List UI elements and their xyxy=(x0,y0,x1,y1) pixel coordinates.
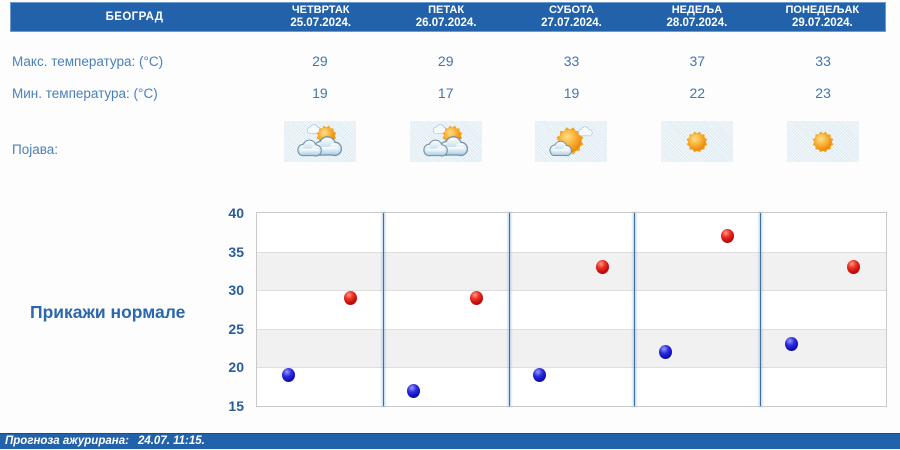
max-temp-label: Макс. температура: (°C) xyxy=(12,54,164,69)
day-name: ПЕТАК xyxy=(428,4,465,16)
max-temp-value: 29 xyxy=(312,53,328,69)
phenomena-label: Појава: xyxy=(12,142,58,157)
max-temp-value: 29 xyxy=(437,53,454,69)
icon-cell xyxy=(257,121,383,162)
max-temp-dot xyxy=(344,290,357,305)
min-temp-value: 17 xyxy=(437,85,454,101)
max-temp-values: 29 29 33 37 33 xyxy=(257,53,886,69)
day-divider xyxy=(508,213,510,406)
day-date: 29.07.2024. xyxy=(791,17,853,29)
max-temp-dot xyxy=(847,260,861,275)
day-divider xyxy=(382,213,384,406)
y-axis-tick: 35 xyxy=(228,243,244,260)
mostly-sunny-icon xyxy=(535,121,608,162)
max-temp-dot xyxy=(721,229,735,244)
day-header-saturday: СУБОТА 27.07.2024. xyxy=(509,3,634,31)
chart-plot xyxy=(256,212,887,407)
y-axis-tick: 40 xyxy=(228,205,244,221)
max-temp-dot xyxy=(595,260,609,275)
min-temp-value: 19 xyxy=(563,85,580,101)
icon-cell xyxy=(760,121,886,162)
min-temp-dot xyxy=(658,344,672,359)
y-axis-tick: 20 xyxy=(228,359,244,375)
sunny-icon xyxy=(787,121,860,162)
min-temp-dot xyxy=(533,368,547,383)
gridline xyxy=(257,328,886,330)
partly-cloudy-icon xyxy=(409,121,482,162)
day-date: 28.07.2024. xyxy=(666,17,728,29)
day-date: 26.07.2024. xyxy=(415,17,477,29)
day-name: ПОНЕДЕЉАК xyxy=(785,4,860,16)
icon-cell xyxy=(383,121,509,162)
day-name: НЕДЕЉА xyxy=(671,4,723,16)
day-header-monday: ПОНЕДЕЉАК 29.07.2024. xyxy=(760,3,885,31)
grid-band xyxy=(257,251,886,291)
day-name: СУБОТА xyxy=(548,4,595,16)
forecast-header: БЕОГРАД ЧЕТВРТАК 25.07.2024. ПЕТАК 26.07… xyxy=(10,2,886,32)
gridline xyxy=(257,290,886,292)
max-temp-value: 33 xyxy=(563,53,580,69)
phenomena-icons-row xyxy=(257,121,886,162)
forecast-updated-time: 24.07. 11:15. xyxy=(137,435,205,447)
day-header-thursday: ЧЕТВРТАК 25.07.2024. xyxy=(258,3,383,31)
grid-band xyxy=(257,367,886,406)
y-axis-tick: 25 xyxy=(228,320,244,337)
y-axis-tick: 30 xyxy=(228,282,244,298)
max-temp-value: 33 xyxy=(815,53,831,69)
min-temp-value: 23 xyxy=(815,85,831,101)
footer-bar: Прогноза ажурирана: 24.07. 11:15. xyxy=(0,433,900,449)
min-temp-dot xyxy=(407,383,421,398)
max-temp-dot xyxy=(469,290,483,305)
day-divider xyxy=(760,213,762,406)
min-temp-values: 19 17 19 22 23 xyxy=(257,85,886,101)
min-temp-value: 22 xyxy=(689,85,706,101)
icon-cell xyxy=(634,121,760,162)
city-label: БЕОГРАД xyxy=(105,11,164,23)
gridline xyxy=(257,367,886,369)
show-normals-link[interactable]: Прикажи нормале xyxy=(30,302,186,322)
grid-band xyxy=(257,213,886,252)
sunny-icon xyxy=(661,121,734,162)
day-date: 27.07.2024. xyxy=(541,17,602,29)
forecast-updated-label: Прогноза ажурирана: xyxy=(5,435,129,447)
min-temp-value: 19 xyxy=(312,85,328,101)
min-temp-dot xyxy=(784,337,798,352)
day-divider xyxy=(634,213,636,406)
partly-cloudy-icon xyxy=(283,121,356,162)
min-temp-dot xyxy=(281,368,295,383)
min-temp-label: Мин. температура: (°C) xyxy=(12,86,158,101)
max-temp-value: 37 xyxy=(689,53,706,69)
icon-cell xyxy=(509,121,635,162)
day-name: ЧЕТВРТАК xyxy=(291,4,350,16)
gridline xyxy=(257,251,886,253)
day-header-friday: ПЕТАК 26.07.2024. xyxy=(383,3,508,31)
grid-band xyxy=(257,328,886,368)
y-axis-tick: 15 xyxy=(228,397,244,414)
day-date: 25.07.2024. xyxy=(290,17,352,29)
day-header-sunday: НЕДЕЉА 28.07.2024. xyxy=(634,3,759,31)
